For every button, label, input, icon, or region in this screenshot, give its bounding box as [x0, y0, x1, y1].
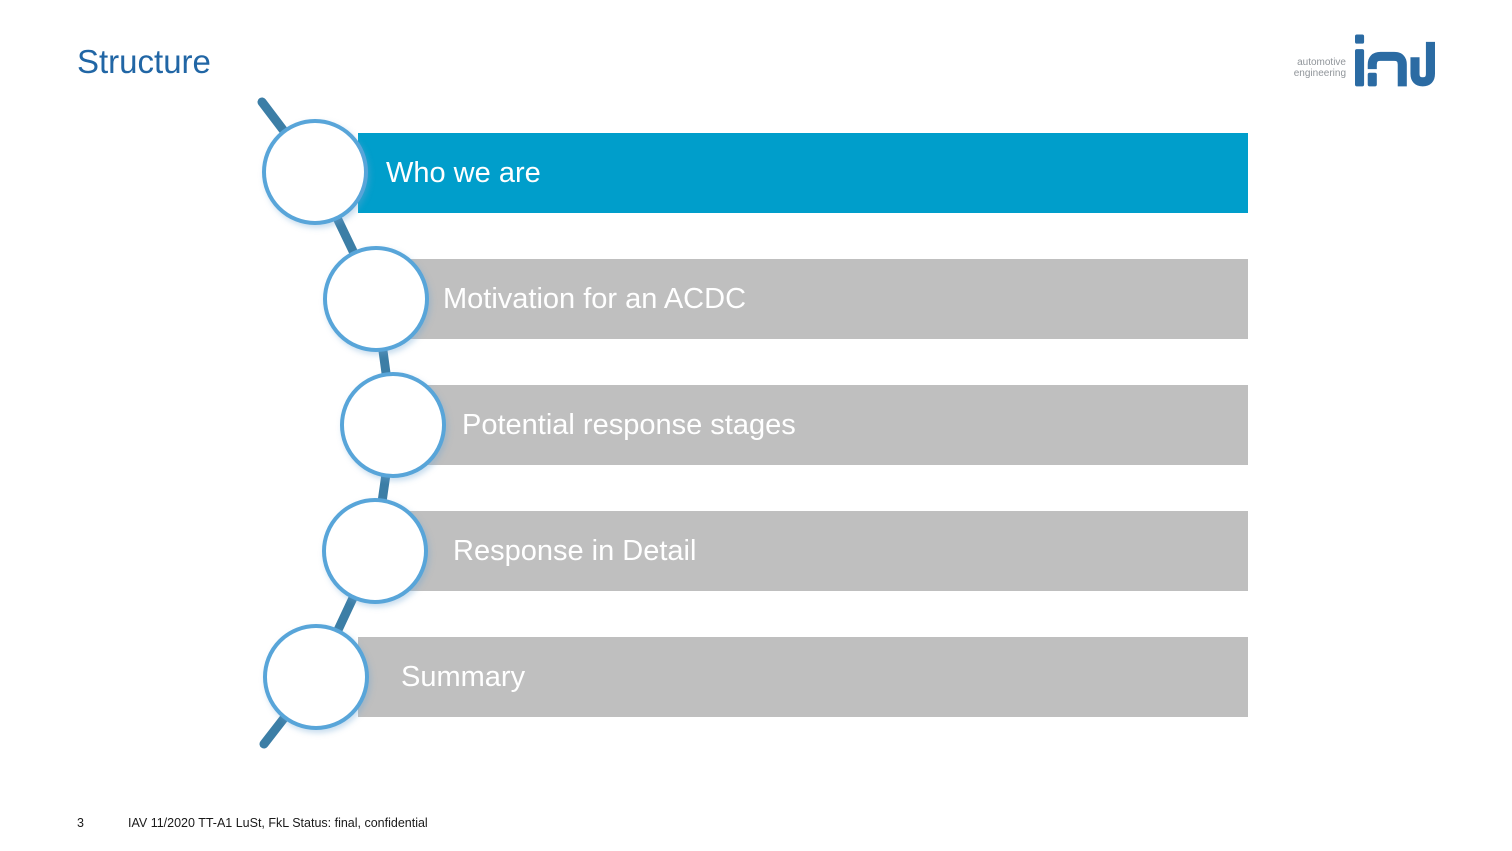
agenda-item-bar: Motivation for an ACDC	[358, 259, 1248, 339]
agenda-item-circle-marker	[323, 246, 429, 352]
agenda-item-bar: Response in Detail	[358, 511, 1248, 591]
agenda-item-bar: Summary	[358, 637, 1248, 717]
agenda-item-label: Summary	[401, 660, 526, 693]
logo-tagline: automotive engineering	[1294, 57, 1346, 87]
agenda-item-circle-marker	[263, 624, 369, 730]
footer-page-number: 3	[77, 816, 84, 830]
agenda-item-circle-marker	[322, 498, 428, 604]
iav-wordmark-icon	[1355, 33, 1435, 87]
agenda-item-bar: Who we are	[358, 133, 1248, 213]
agenda-item-label: Potential response stages	[462, 408, 796, 441]
agenda-item-label: Response in Detail	[453, 534, 697, 567]
agenda-item-label: Motivation for an ACDC	[443, 282, 747, 315]
agenda-item-circle-marker	[262, 119, 368, 225]
iav-logo: automotive engineering	[1294, 33, 1435, 87]
logo-tagline-line2: engineering	[1293, 68, 1346, 79]
agenda-item-bar: Potential response stages	[358, 385, 1248, 465]
footer-status-text: IAV 11/2020 TT-A1 LuSt, FkL Status: fina…	[128, 816, 428, 830]
page-title: Structure	[77, 43, 211, 80]
agenda-item-circle-marker	[340, 372, 446, 478]
logo-tagline-line1: automotive	[1297, 57, 1346, 68]
agenda-item-label: Who we are	[386, 156, 541, 189]
